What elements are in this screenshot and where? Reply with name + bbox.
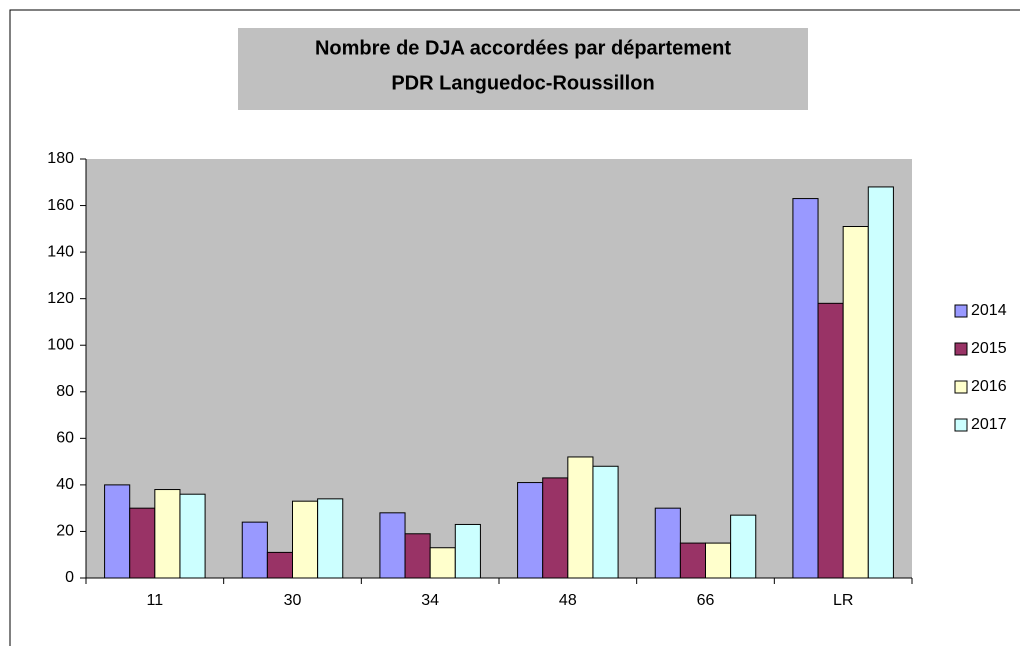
bar — [730, 514, 757, 579]
y-tick-label: 100 — [47, 336, 74, 353]
bar — [567, 456, 594, 579]
bar — [517, 482, 544, 579]
plot-area — [86, 159, 912, 578]
x-tick-label: 48 — [559, 592, 577, 609]
legend-label: 2014 — [971, 302, 1007, 319]
y-tick-label: 60 — [56, 430, 74, 447]
bar — [179, 493, 206, 579]
bar — [154, 489, 181, 579]
bar — [592, 465, 619, 579]
x-tick-label: LR — [833, 592, 853, 609]
legend-label: 2016 — [971, 378, 1007, 395]
bar — [542, 477, 569, 579]
x-tick-label: 11 — [147, 592, 164, 609]
bar — [266, 551, 293, 579]
y-tick-label: 160 — [47, 197, 74, 214]
legend-swatch — [954, 380, 968, 394]
y-tick-label: 80 — [56, 383, 74, 400]
bar — [317, 498, 344, 579]
y-tick-label: 120 — [47, 290, 74, 307]
legend-swatch — [954, 304, 968, 318]
bar — [454, 523, 481, 579]
x-tick-label: 34 — [421, 592, 439, 609]
legend-label: 2017 — [971, 416, 1007, 433]
chart-title: Nombre de DJA accordées par département — [315, 37, 731, 59]
bar — [654, 507, 681, 579]
bar — [679, 542, 707, 579]
bar — [817, 302, 844, 579]
x-tick-label: 30 — [284, 592, 302, 609]
legend-swatch — [954, 418, 968, 432]
bar — [429, 547, 456, 579]
bar — [842, 226, 869, 579]
title-box — [238, 28, 808, 110]
y-tick-label: 40 — [56, 476, 74, 493]
bar — [867, 186, 894, 579]
bar — [129, 507, 156, 579]
legend-label: 2015 — [971, 340, 1007, 357]
bar — [379, 512, 406, 579]
bar — [404, 533, 431, 579]
y-tick-label: 0 — [65, 569, 74, 586]
bar — [241, 521, 268, 579]
bar — [292, 500, 319, 579]
bar — [792, 198, 819, 579]
y-tick-label: 180 — [47, 150, 74, 167]
y-tick-label: 20 — [56, 523, 74, 540]
bar — [705, 542, 732, 579]
x-tick-label: 66 — [697, 592, 715, 609]
chart-title: PDR Languedoc-Roussillon — [391, 72, 654, 94]
legend-swatch — [954, 342, 968, 356]
bar — [104, 484, 131, 579]
y-tick-label: 140 — [47, 243, 74, 260]
